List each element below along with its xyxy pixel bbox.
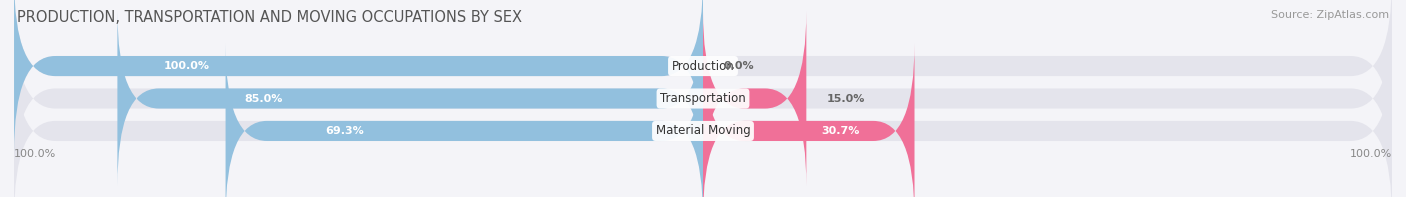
FancyBboxPatch shape [14, 11, 1392, 186]
FancyBboxPatch shape [703, 11, 807, 186]
Text: 69.3%: 69.3% [326, 126, 364, 136]
Text: PRODUCTION, TRANSPORTATION AND MOVING OCCUPATIONS BY SEX: PRODUCTION, TRANSPORTATION AND MOVING OC… [17, 10, 522, 25]
FancyBboxPatch shape [225, 44, 703, 197]
Text: 100.0%: 100.0% [163, 61, 209, 71]
Text: 0.0%: 0.0% [724, 61, 754, 71]
Text: 100.0%: 100.0% [1350, 149, 1392, 159]
Text: Transportation: Transportation [661, 92, 745, 105]
Text: Production: Production [672, 59, 734, 72]
Legend: Male, Female: Male, Female [636, 193, 770, 197]
Text: 100.0%: 100.0% [14, 149, 56, 159]
FancyBboxPatch shape [14, 44, 1392, 197]
FancyBboxPatch shape [14, 0, 703, 153]
FancyBboxPatch shape [703, 44, 914, 197]
FancyBboxPatch shape [14, 0, 1392, 153]
Text: 30.7%: 30.7% [821, 126, 859, 136]
FancyBboxPatch shape [118, 11, 703, 186]
Text: Material Moving: Material Moving [655, 125, 751, 138]
Text: Source: ZipAtlas.com: Source: ZipAtlas.com [1271, 10, 1389, 20]
Text: 85.0%: 85.0% [245, 94, 283, 103]
Text: 15.0%: 15.0% [827, 94, 865, 103]
